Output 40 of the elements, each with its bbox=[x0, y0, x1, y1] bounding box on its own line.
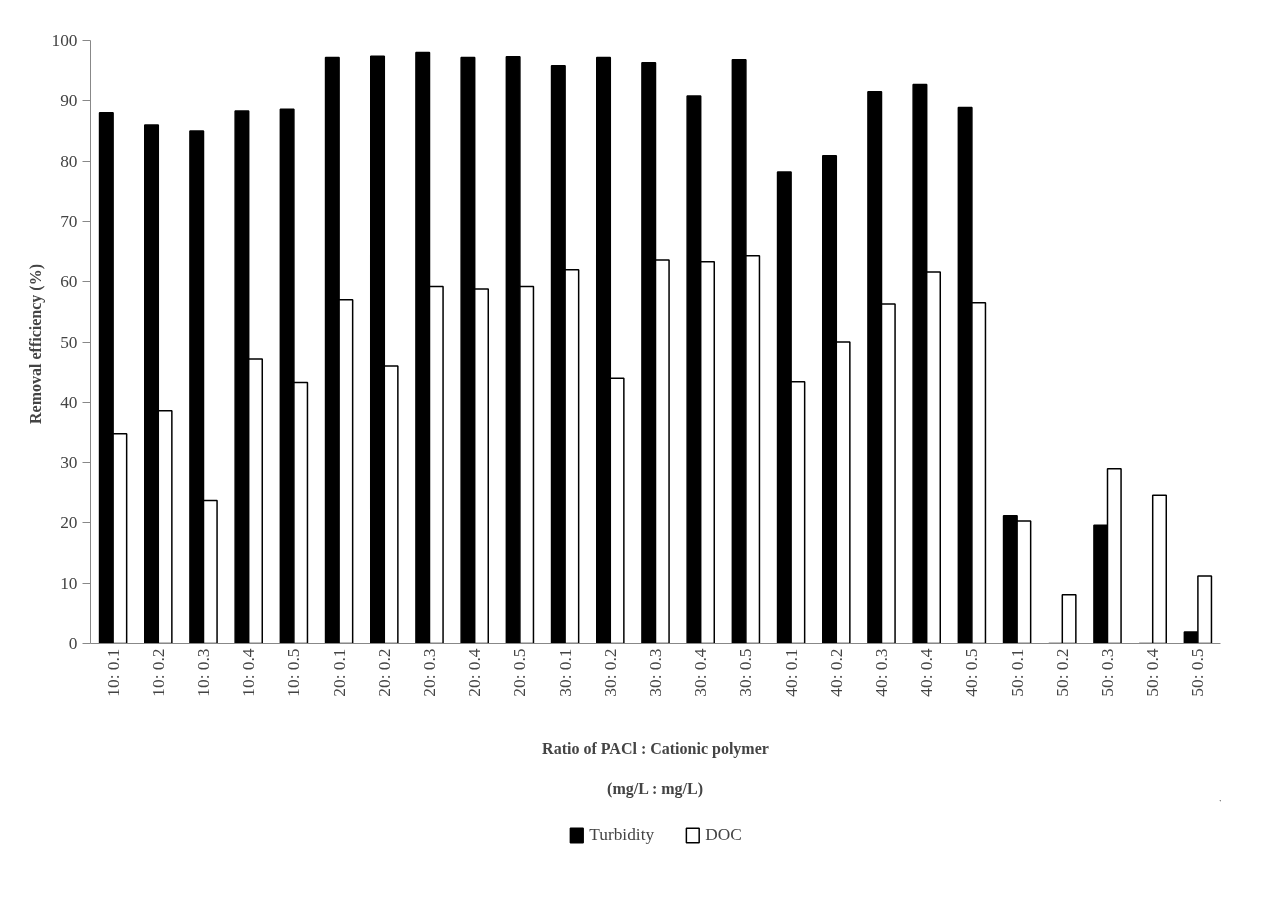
y-tick-label: 30 bbox=[60, 453, 78, 473]
y-tick-label: 50 bbox=[60, 332, 78, 352]
x-tick-label: 30: 0.4 bbox=[691, 648, 711, 697]
x-tick-label: 10: 0.5 bbox=[284, 648, 304, 697]
legend-label: DOC bbox=[705, 825, 742, 845]
x-tick-label: 30: 0.1 bbox=[555, 648, 575, 697]
x-tick-label: 30: 0.3 bbox=[646, 648, 665, 697]
text: Ratio of PACl : Cationic polymer (mg/L : mg/L) bbox=[542, 739, 769, 798]
y-axis-title: Removal efficiency (%) bbox=[26, 264, 45, 424]
x-tick-label: 10: 0.4 bbox=[239, 648, 259, 697]
x-tick-label: 50: 0.2 bbox=[1052, 648, 1072, 697]
x-tick-label: 50: 0.1 bbox=[1007, 648, 1027, 697]
x-tick-label: 10: 0.3 bbox=[194, 648, 213, 697]
x-tick-label: 20: 0.5 bbox=[510, 648, 530, 697]
x-tick-label: 20: 0.3 bbox=[420, 648, 439, 697]
x-tick-label: 40: 0.2 bbox=[826, 648, 846, 697]
y-tick-label: 80 bbox=[60, 151, 78, 171]
y-tick-label: 60 bbox=[60, 272, 78, 292]
x-tick-label: 50: 0.4 bbox=[1143, 648, 1163, 697]
x-tick-label: 10: 0.2 bbox=[148, 648, 168, 697]
x-tick-label: 40: 0.4 bbox=[917, 648, 937, 697]
x-tick-label: 20: 0.4 bbox=[465, 648, 485, 697]
x-tick-label: 40: 0.5 bbox=[962, 648, 982, 697]
x-tick-label: 20: 0.2 bbox=[374, 648, 394, 697]
y-tick-label: 70 bbox=[60, 211, 78, 231]
y-tick-label: 20 bbox=[60, 513, 78, 533]
x-tick-label: 20: 0.1 bbox=[329, 648, 349, 697]
y-tick-label: 40 bbox=[60, 392, 78, 412]
legend-label: Turbidity bbox=[589, 825, 655, 845]
y-tick-label: 100 bbox=[51, 31, 78, 50]
y-tick-label: 10 bbox=[60, 573, 78, 593]
x-tick-label: 30: 0.2 bbox=[600, 648, 620, 697]
x-tick-label: 40: 0.1 bbox=[781, 648, 801, 697]
y-tick-label: 90 bbox=[60, 91, 78, 111]
x-tick-label: 40: 0.3 bbox=[872, 648, 891, 697]
x-tick-label: 30: 0.5 bbox=[736, 648, 756, 697]
x-tick-label: 50: 0.5 bbox=[1188, 648, 1208, 697]
y-tick-label: 0 bbox=[68, 634, 78, 653]
x-tick-label: 10: 0.1 bbox=[103, 648, 123, 697]
x-tick-label: 50: 0.3 bbox=[1098, 648, 1117, 697]
